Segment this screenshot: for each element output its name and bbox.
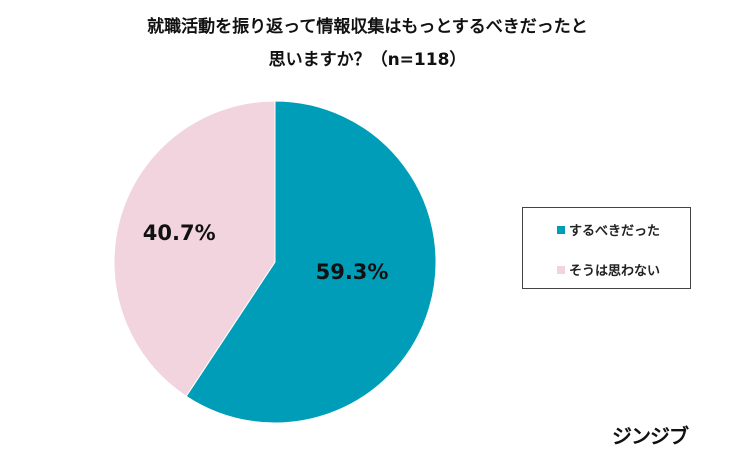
legend-label: そうは思わない [569,264,661,279]
legend-item: するべきだった [557,220,660,239]
data-label: 59.3% [316,260,389,284]
legend-swatch [557,265,565,274]
legend-label: するべきだった [569,224,661,239]
legend-item: そうは思わない [557,260,660,279]
jinjib-logo: ジンジブ [612,424,689,448]
data-label: 40.7% [143,221,216,245]
legend-swatch [557,225,565,234]
pie-slice [185,100,437,424]
chart-title-line-1: 就職活動を振り返って情報収集はもっとするべきだったと [147,17,588,37]
chart-title-line-2: 思いますか？（n=118） [268,50,467,70]
pie-slice [113,100,276,397]
legend: するべきだった そうは思わない [522,207,691,289]
